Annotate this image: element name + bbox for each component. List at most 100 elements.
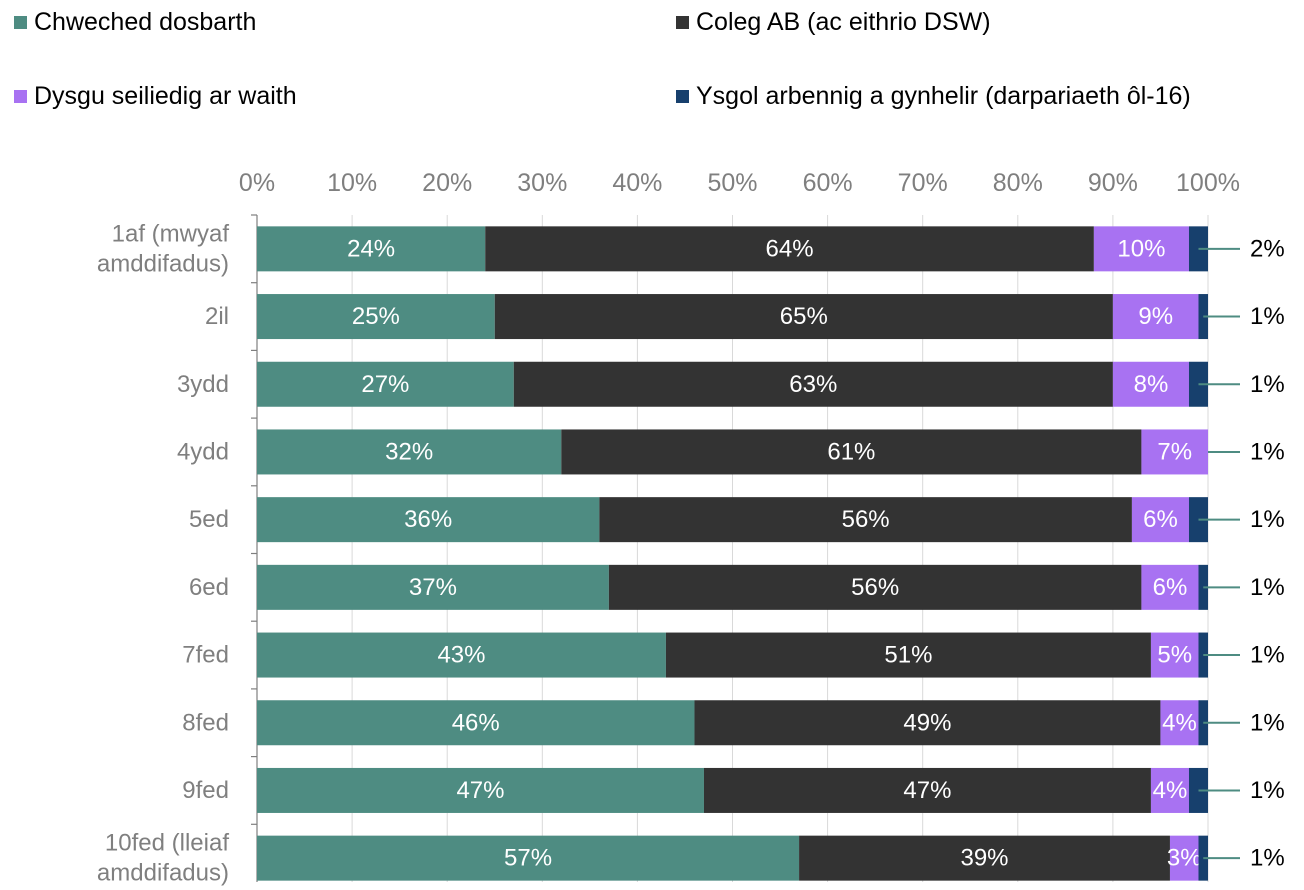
bar-segment	[257, 294, 495, 340]
bar-segment	[485, 226, 1094, 272]
x-tick-label: 100%	[1176, 169, 1240, 197]
bar-segment	[1169, 835, 1199, 881]
x-tick-label: 90%	[1088, 169, 1138, 197]
x-tick-label: 60%	[803, 169, 853, 197]
x-tick-label: 30%	[517, 169, 567, 197]
data-label: 51%	[884, 642, 932, 669]
bar-segment	[257, 497, 600, 543]
data-label: 1%	[1250, 438, 1285, 465]
data-label: 1%	[1250, 709, 1285, 736]
legend-label-ysgol-arbennig: Ysgol arbennig a gynhelir (darpariaeth ô…	[696, 82, 1191, 110]
data-label: 32%	[385, 438, 433, 465]
bar-segment	[703, 767, 1151, 813]
data-label: 1%	[1250, 506, 1285, 533]
data-label: 27%	[361, 371, 409, 398]
data-label: 7%	[1157, 438, 1192, 465]
bar-segment	[1141, 564, 1199, 610]
bar-segment	[257, 564, 609, 610]
data-label: 8%	[1134, 371, 1169, 398]
data-label: 39%	[960, 845, 1008, 872]
bar-segment	[561, 429, 1142, 475]
x-tick-label: 40%	[612, 169, 662, 197]
legend-item-coleg-ab: Coleg AB (ac eithrio DSW)	[676, 8, 991, 37]
data-label: 5%	[1157, 642, 1192, 669]
legend-label-chweched-dosbarth: Chweched dosbarth	[34, 8, 257, 36]
bar-segment	[1141, 429, 1208, 475]
data-label: 6%	[1143, 506, 1178, 533]
legend-item-chweched-dosbarth: Chweched dosbarth	[14, 8, 256, 37]
data-label: 2%	[1250, 235, 1285, 262]
bar-segment	[608, 564, 1142, 610]
data-label: 43%	[437, 642, 485, 669]
x-tick-label: 10%	[327, 169, 377, 197]
bar-segment	[799, 835, 1170, 881]
bar-segment	[1150, 632, 1199, 678]
data-label: 6%	[1153, 574, 1188, 601]
category-label: 6ed	[189, 574, 229, 601]
bar-segment	[1112, 361, 1189, 407]
legend-swatch-dysgu-seiliedig	[14, 90, 27, 103]
bar-segment	[1112, 294, 1199, 340]
x-tick-label: 20%	[422, 169, 472, 197]
bar-segment	[599, 497, 1132, 543]
category-label: 2il	[205, 303, 229, 330]
data-label: 25%	[352, 303, 400, 330]
data-label: 56%	[851, 574, 899, 601]
bar-segment	[665, 632, 1151, 678]
legend-swatch-ysgol-arbennig	[676, 90, 689, 103]
data-label: 1%	[1250, 642, 1285, 669]
bar-segment	[494, 294, 1113, 340]
bar-segment	[257, 226, 486, 272]
bar-segment	[1131, 497, 1189, 543]
legend-label-dysgu-seiliedig: Dysgu seiliedig ar waith	[34, 82, 297, 110]
data-label: 1%	[1250, 777, 1285, 804]
category-label: 7fed	[182, 642, 229, 669]
category-label: 5ed	[189, 506, 229, 533]
data-label: 47%	[456, 777, 504, 804]
bar-segment	[257, 429, 562, 475]
legend-label-coleg-ab: Coleg AB (ac eithrio DSW)	[696, 8, 991, 36]
category-label: 4ydd	[177, 438, 229, 465]
category-label: amddifadus)	[97, 860, 229, 887]
data-label: 49%	[903, 709, 951, 736]
category-label: 10fed (lleiaf	[105, 830, 229, 857]
data-label: 37%	[409, 574, 457, 601]
bar-segment	[257, 632, 666, 678]
x-tick-label: 80%	[993, 169, 1043, 197]
bar-segment	[1093, 226, 1189, 272]
category-label: 1af (mwyaf	[112, 220, 230, 247]
legend-swatch-chweched-dosbarth	[14, 16, 27, 29]
x-tick-label: 0%	[239, 169, 275, 197]
legend-item-dysgu-seiliedig: Dysgu seiliedig ar waith	[14, 82, 297, 111]
category-label: amddifadus)	[97, 250, 229, 277]
bar-segment	[694, 700, 1161, 746]
bar-segment	[257, 700, 695, 746]
legend: Chweched dosbarth Coleg AB (ac eithrio D…	[0, 0, 1304, 130]
data-label: 9%	[1138, 303, 1173, 330]
data-label: 64%	[766, 235, 814, 262]
data-label: 10%	[1117, 235, 1165, 262]
data-label: 1%	[1250, 574, 1285, 601]
data-label: 1%	[1250, 845, 1285, 872]
data-label: 63%	[789, 371, 837, 398]
data-label: 4%	[1153, 777, 1188, 804]
data-label: 61%	[827, 438, 875, 465]
legend-swatch-coleg-ab	[676, 16, 689, 29]
data-label: 65%	[780, 303, 828, 330]
data-label: 46%	[452, 709, 500, 736]
data-label: 24%	[347, 235, 395, 262]
bar-segment	[513, 361, 1113, 407]
x-tick-label: 50%	[707, 169, 757, 197]
data-label: 56%	[842, 506, 890, 533]
bar-segment	[1150, 767, 1189, 813]
data-label: 36%	[404, 506, 452, 533]
category-label: 8fed	[182, 709, 229, 736]
x-tick-label: 70%	[898, 169, 948, 197]
bar-segment	[1160, 700, 1199, 746]
data-label: 3%	[1167, 845, 1202, 872]
data-label: 1%	[1250, 371, 1285, 398]
data-label: 47%	[903, 777, 951, 804]
legend-item-ysgol-arbennig: Ysgol arbennig a gynhelir (darpariaeth ô…	[676, 82, 1191, 111]
